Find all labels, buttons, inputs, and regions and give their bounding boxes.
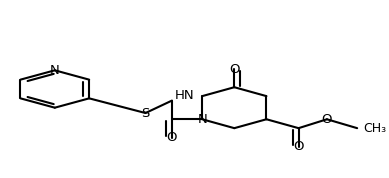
Text: O: O: [322, 113, 332, 126]
Text: S: S: [141, 106, 150, 120]
Text: O: O: [229, 63, 240, 76]
Text: O: O: [167, 131, 177, 145]
Text: O: O: [293, 140, 304, 153]
Text: HN: HN: [174, 89, 194, 102]
Text: N: N: [197, 113, 207, 126]
Text: N: N: [50, 64, 60, 77]
Text: CH₃: CH₃: [363, 122, 386, 135]
